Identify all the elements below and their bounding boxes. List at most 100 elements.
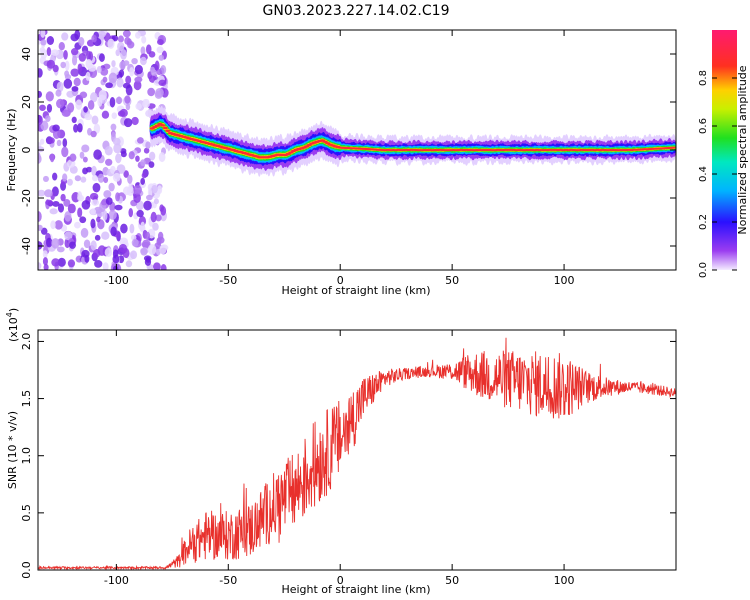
noise-speckle: [153, 198, 159, 205]
noise-speckle: [69, 153, 77, 162]
noise-speckle: [43, 263, 49, 270]
noise-speckle: [91, 175, 98, 182]
noise-speckle: [73, 77, 81, 87]
noise-speckle: [145, 141, 151, 149]
noise-speckle: [39, 138, 45, 145]
noise-speckle: [94, 234, 101, 241]
y-tick-label: 40: [20, 47, 33, 61]
colorbar-label: Normalized spectral amplitude: [736, 65, 749, 234]
y-tick-label: -40: [20, 237, 33, 255]
noise-speckle: [125, 260, 133, 268]
noise-speckle: [154, 60, 160, 72]
noise-speckle: [78, 53, 87, 62]
noise-speckle: [125, 75, 132, 85]
noise-speckle: [81, 200, 91, 210]
noise-speckle: [91, 165, 97, 177]
noise-speckle: [61, 109, 71, 117]
snr-y-axis: 0.0 0.5 1.0 1.5 2.0: [20, 333, 676, 579]
x-tick-label: -100: [104, 274, 129, 287]
noise-speckle: [128, 151, 135, 160]
noise-speckle: [105, 82, 113, 89]
noise-speckle: [108, 210, 117, 220]
noise-speckle: [133, 185, 142, 195]
noise-speckle: [50, 49, 60, 56]
noise-speckle: [159, 204, 165, 213]
snr-scale-note: (x104): [5, 308, 20, 342]
noise-speckle: [85, 71, 91, 82]
noise-speckle: [128, 208, 134, 218]
noise-speckle: [112, 254, 120, 264]
noise-speckle: [64, 70, 70, 77]
noise-speckle: [38, 211, 42, 222]
noise-speckle: [77, 191, 83, 201]
noise-speckle: [103, 190, 112, 199]
noise-speckle: [140, 177, 146, 185]
noise-speckle: [141, 172, 147, 179]
noise-speckle: [145, 231, 151, 240]
x-tick-label: 50: [445, 274, 459, 287]
colorbar-tick-label: 0.0: [698, 262, 709, 278]
noise-speckle: [51, 238, 60, 249]
noise-speckle: [40, 227, 48, 235]
noise-speckle: [127, 174, 133, 184]
colorbar-tick-label: 0.6: [698, 118, 709, 134]
noise-speckle: [131, 238, 139, 247]
figure-title: GN03.2023.227.14.02.C19: [263, 3, 450, 19]
noise-speckle: [90, 92, 98, 103]
noise-speckle: [110, 165, 116, 174]
noise-speckle: [87, 100, 95, 110]
noise-speckle: [140, 221, 146, 231]
noise-speckle: [135, 103, 142, 110]
noise-speckle: [133, 80, 142, 91]
snr-frame: [37, 329, 677, 571]
noise-speckle: [61, 32, 69, 41]
noise-speckle: [134, 76, 143, 83]
noise-speckle: [108, 182, 115, 192]
noise-speckle: [60, 61, 67, 69]
noise-speckle: [44, 189, 53, 198]
noise-speckle: [46, 103, 53, 113]
noise-speckle: [69, 241, 77, 249]
noise-speckle: [104, 247, 113, 257]
colorbar-tick-label: 0.8: [698, 70, 709, 86]
noise-speckle: [62, 173, 68, 182]
y-tick-label: 0.0: [20, 561, 33, 579]
noise-speckle: [114, 204, 123, 211]
noise-speckle: [155, 214, 162, 222]
noise-speckle: [102, 210, 108, 221]
noise-speckle: [42, 175, 49, 183]
noise-speckle: [156, 69, 163, 76]
noise-speckle: [117, 41, 125, 52]
noise-speckle: [45, 199, 54, 206]
noise-speckle: [150, 211, 157, 223]
noise-speckle: [38, 154, 42, 164]
noise-speckle: [38, 189, 46, 197]
noise-speckle: [136, 209, 144, 218]
noise-speckle: [71, 86, 79, 92]
noise-speckle: [115, 96, 123, 104]
spectrogram-x-label: Height of straight line (km): [281, 284, 430, 297]
noise-speckle: [96, 65, 102, 74]
noise-speckle: [122, 82, 131, 89]
noise-speckle: [111, 60, 116, 68]
y-tick-label: 0: [20, 147, 33, 154]
noise-speckle: [67, 102, 75, 113]
ridge-cell: [165, 129, 171, 132]
noise-speckle: [158, 152, 166, 163]
noise-speckle: [40, 120, 49, 131]
noise-speckle: [42, 250, 48, 259]
noise-speckle: [91, 34, 97, 43]
spectrogram-y-label: Frequency (Hz): [5, 109, 18, 192]
noise-speckle: [40, 39, 47, 46]
colorbar: 0.0 0.2 0.4 0.6 0.8 Normalized spectral ampl…: [698, 30, 749, 278]
noise-speckle: [103, 176, 109, 184]
noise-speckle: [124, 95, 131, 104]
y-tick-label: 1.0: [20, 447, 33, 465]
colorbar-tick-label: 0.4: [698, 166, 709, 182]
snr-y-label: SNR (10 * v/v): [6, 411, 19, 489]
noise-speckle: [74, 221, 81, 229]
noise-speckle: [54, 220, 63, 230]
noise-speckle: [75, 99, 83, 110]
noise-speckle: [115, 153, 122, 164]
noise-speckle: [156, 46, 164, 54]
